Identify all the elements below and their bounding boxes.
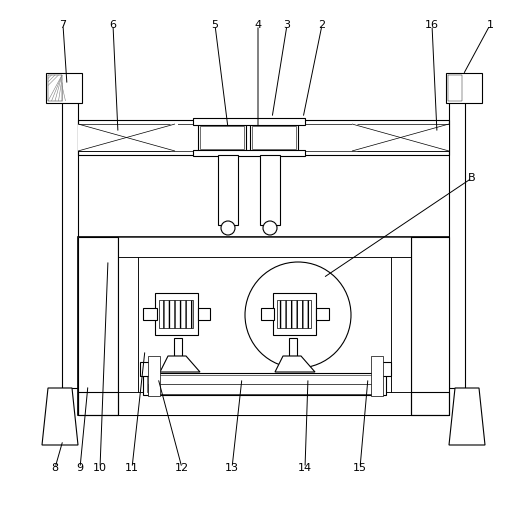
Bar <box>118 392 411 415</box>
Text: 6: 6 <box>109 20 116 30</box>
Bar <box>118 392 411 415</box>
Bar <box>391 257 411 392</box>
Bar <box>118 237 411 257</box>
Bar <box>198 124 246 151</box>
Bar <box>198 308 210 320</box>
Text: 11: 11 <box>125 463 139 473</box>
Text: B: B <box>468 173 476 183</box>
Bar <box>143 373 386 395</box>
Bar <box>143 308 157 320</box>
Bar <box>273 293 316 335</box>
Bar <box>193 150 305 156</box>
Bar <box>159 300 193 328</box>
Bar <box>200 126 244 149</box>
Bar <box>193 118 305 125</box>
Bar <box>289 338 297 356</box>
Bar <box>371 356 383 396</box>
Bar <box>118 392 411 415</box>
Bar <box>118 237 411 415</box>
Text: 14: 14 <box>298 463 312 473</box>
Bar <box>78 237 118 415</box>
Bar <box>155 293 198 335</box>
Text: 7: 7 <box>59 20 67 30</box>
Bar <box>62 88 78 388</box>
Bar <box>148 384 381 394</box>
Bar <box>118 257 138 392</box>
Bar <box>411 392 449 415</box>
Bar <box>449 88 465 388</box>
Text: 8: 8 <box>52 463 58 473</box>
Bar <box>46 73 82 103</box>
Bar <box>78 124 178 151</box>
Text: 16: 16 <box>425 20 439 30</box>
Bar <box>277 300 311 328</box>
Bar <box>260 155 280 225</box>
Polygon shape <box>449 388 485 445</box>
Bar <box>148 356 160 396</box>
Bar <box>78 392 118 415</box>
Bar <box>375 362 391 376</box>
Polygon shape <box>275 356 315 372</box>
Text: 15: 15 <box>353 463 367 473</box>
Text: 12: 12 <box>175 463 189 473</box>
Circle shape <box>263 221 277 235</box>
Bar <box>147 375 382 392</box>
Text: 9: 9 <box>76 463 84 473</box>
Polygon shape <box>160 356 200 372</box>
Circle shape <box>245 262 351 368</box>
Bar <box>118 257 138 392</box>
Bar <box>174 338 182 356</box>
Bar <box>411 237 449 415</box>
Polygon shape <box>42 388 78 445</box>
Bar <box>446 73 482 103</box>
Bar <box>448 75 462 101</box>
Text: 13: 13 <box>225 463 239 473</box>
Bar <box>138 257 391 392</box>
Bar <box>252 126 296 149</box>
Bar <box>118 237 411 257</box>
Text: 2: 2 <box>318 20 326 30</box>
Text: 10: 10 <box>93 463 107 473</box>
Bar <box>391 257 411 392</box>
Bar <box>411 237 449 415</box>
Bar <box>316 308 329 320</box>
Bar <box>78 392 118 415</box>
Text: 3: 3 <box>284 20 290 30</box>
Text: 4: 4 <box>255 20 261 30</box>
Text: 5: 5 <box>211 20 218 30</box>
Bar <box>411 392 449 415</box>
Text: 1: 1 <box>487 20 493 30</box>
Bar <box>48 75 62 101</box>
Circle shape <box>221 221 235 235</box>
Bar <box>261 308 274 320</box>
Bar <box>78 237 449 415</box>
Bar <box>218 155 238 225</box>
Bar <box>352 124 449 151</box>
Bar <box>250 124 298 151</box>
Bar <box>140 362 156 376</box>
Bar <box>78 237 118 415</box>
Bar <box>147 375 382 392</box>
